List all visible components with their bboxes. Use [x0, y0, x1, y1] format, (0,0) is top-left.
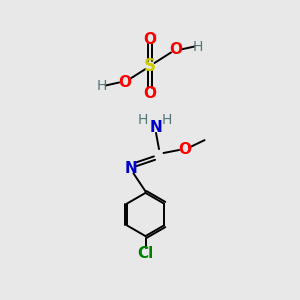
Text: H: H	[161, 113, 172, 127]
Text: H: H	[137, 113, 148, 127]
Text: O: O	[178, 142, 191, 158]
Text: H: H	[193, 40, 203, 53]
Text: O: O	[118, 75, 131, 90]
Text: N: N	[124, 160, 137, 175]
Text: N: N	[150, 120, 162, 135]
Text: O: O	[143, 32, 157, 46]
Text: Cl: Cl	[137, 246, 154, 261]
Text: S: S	[144, 57, 156, 75]
Text: O: O	[143, 85, 157, 100]
Text: H: H	[97, 79, 107, 92]
Text: O: O	[169, 42, 182, 57]
